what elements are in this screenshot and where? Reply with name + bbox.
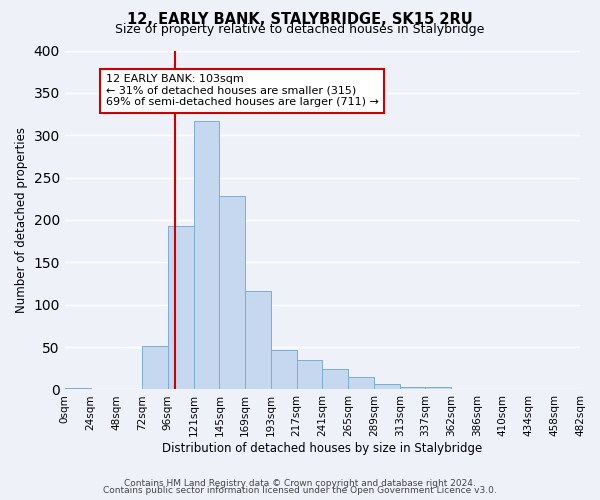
Text: Contains public sector information licensed under the Open Government Licence v3: Contains public sector information licen… [103,486,497,495]
Text: Size of property relative to detached houses in Stalybridge: Size of property relative to detached ho… [115,22,485,36]
Bar [425,387,451,390]
Text: 12, EARLY BANK, STALYBRIDGE, SK15 2RU: 12, EARLY BANK, STALYBRIDGE, SK15 2RU [127,12,473,28]
Bar [374,384,400,390]
Text: 12 EARLY BANK: 103sqm
← 31% of detached houses are smaller (315)
69% of semi-det: 12 EARLY BANK: 103sqm ← 31% of detached … [106,74,379,108]
Bar [194,121,220,390]
Bar [142,346,168,390]
Text: Contains HM Land Registry data © Crown copyright and database right 2024.: Contains HM Land Registry data © Crown c… [124,478,476,488]
Y-axis label: Number of detached properties: Number of detached properties [15,127,28,313]
Bar [168,226,194,390]
Bar [245,291,271,390]
Bar [554,388,580,390]
Bar [322,369,348,390]
Bar [220,196,245,390]
Bar [400,387,425,390]
Bar [65,388,91,390]
Bar [296,360,322,390]
Bar [348,376,374,390]
X-axis label: Distribution of detached houses by size in Stalybridge: Distribution of detached houses by size … [162,442,482,455]
Bar [451,388,477,390]
Bar [271,350,296,390]
